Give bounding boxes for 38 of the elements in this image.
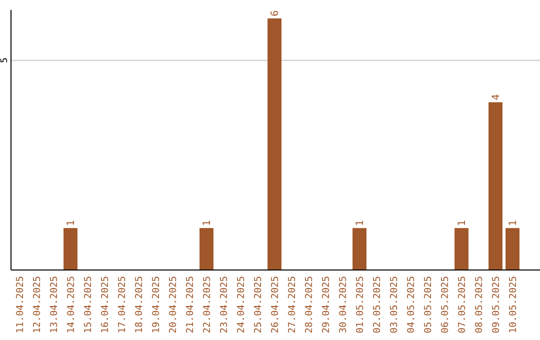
x-tick-label: 08.05.2025 <box>474 276 485 334</box>
x-tick-label: 29.04.2025 <box>320 276 332 334</box>
x-tick-label: 26.04.2025 <box>270 276 281 334</box>
x-tick-label: 10.05.2025 <box>508 276 519 334</box>
data-label: 1 <box>66 220 77 226</box>
y-tick-label: 5 <box>0 58 10 64</box>
data-label: 4 <box>491 94 502 100</box>
data-label: 6 <box>270 10 281 16</box>
x-tick-label: 15.04.2025 <box>82 276 94 334</box>
x-tick-label: 24.04.2025 <box>236 276 247 334</box>
x-tick-label: 06.05.2025 <box>440 276 451 334</box>
data-label: 1 <box>355 220 366 226</box>
x-tick-label: 02.05.2025 <box>372 276 383 334</box>
x-tick-label: 11.04.2025 <box>14 276 26 334</box>
x-tick-label: 14.04.2025 <box>66 276 77 334</box>
x-tick-label: 13.04.2025 <box>48 276 60 334</box>
x-tick-label: 09.05.2025 <box>490 276 502 334</box>
x-tick-label: 27.04.2025 <box>286 276 298 334</box>
x-tick-label: 28.04.2025 <box>304 276 315 334</box>
x-tick-label: 16.04.2025 <box>100 276 111 334</box>
x-tick-label: 20.04.2025 <box>168 276 179 334</box>
x-tick-label: 03.05.2025 <box>388 276 400 334</box>
x-tick-label: 25.04.2025 <box>252 276 264 334</box>
data-label: 1 <box>457 220 468 226</box>
x-tick-label: 21.04.2025 <box>184 276 196 334</box>
x-tick-label: 22.04.2025 <box>202 276 213 334</box>
x-tick-label: 19.04.2025 <box>150 276 162 334</box>
x-tick-label: 17.04.2025 <box>116 276 128 334</box>
x-tick-label: 01.05.2025 <box>354 276 366 334</box>
x-tick-label: 07.05.2025 <box>456 276 468 334</box>
data-label: 1 <box>508 220 519 226</box>
x-tick-label: 12.04.2025 <box>32 276 43 334</box>
data-label: 1 <box>202 220 213 226</box>
x-tick-label: 18.04.2025 <box>134 276 145 334</box>
x-tick-label: 30.04.2025 <box>338 276 349 334</box>
x-tick-label: 05.05.2025 <box>422 276 434 334</box>
x-tick-label: 04.05.2025 <box>406 276 417 334</box>
x-tick-label: 23.04.2025 <box>218 276 230 334</box>
